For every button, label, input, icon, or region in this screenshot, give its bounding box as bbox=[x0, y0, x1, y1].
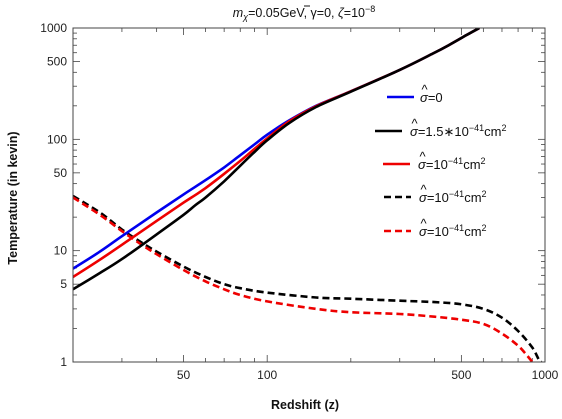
legend: σ=0^σ=1.5∗10−41cm2^σ=10−41cm2^σ=10−41cm2… bbox=[375, 82, 507, 239]
tick-labels: 50 100 500 1000 1 5 10 50 100 500 1000 bbox=[40, 21, 558, 382]
title-zeta-exponent: −8 bbox=[365, 4, 375, 14]
x-tick-label: 1000 bbox=[532, 368, 559, 382]
y-tick-label: 100 bbox=[47, 132, 67, 146]
series-line-3 bbox=[73, 28, 480, 279]
title-m-symbol: m bbox=[233, 6, 243, 20]
y-axis-title: Temperature (in kevin) bbox=[6, 131, 20, 264]
legend-hat-2: ^ bbox=[412, 116, 419, 131]
title-m-value: =0.05GeV, γ=0, bbox=[248, 6, 338, 20]
legend-label-5: σ=10−41cm2 bbox=[419, 223, 487, 239]
x-axis-title: Redshift (z) bbox=[271, 398, 339, 412]
y-tick-label: 5 bbox=[60, 277, 67, 291]
legend-hat-5: ^ bbox=[421, 216, 428, 231]
legend-label-4: σ=10−41cm2 bbox=[419, 189, 487, 205]
title-zeta-symbol: ζ bbox=[338, 6, 345, 20]
series-line-4 bbox=[73, 194, 543, 362]
legend-label-2: σ=1.5∗10−41cm2 bbox=[410, 123, 507, 139]
legend-hat-3: ^ bbox=[420, 149, 427, 164]
series-line-2 bbox=[73, 28, 480, 291]
legend-hat-1: ^ bbox=[422, 82, 429, 97]
y-tick-label: 50 bbox=[54, 166, 68, 180]
y-tick-label: 1 bbox=[60, 355, 67, 369]
title-m-subscript: χ bbox=[242, 12, 249, 22]
legend-hat-4: ^ bbox=[421, 182, 428, 197]
y-tick-label: 500 bbox=[47, 55, 67, 69]
series-lines bbox=[73, 28, 543, 362]
x-tick-label: 100 bbox=[257, 368, 277, 382]
x-tick-label: 50 bbox=[177, 368, 191, 382]
y-tick-label: 1000 bbox=[40, 21, 67, 35]
x-tick-label: 500 bbox=[451, 368, 471, 382]
plot-frame bbox=[72, 27, 546, 363]
legend-label-3: σ=10−41cm2 bbox=[418, 156, 486, 172]
title-zeta-value: =10 bbox=[344, 6, 365, 20]
legend-label-1: σ=0 bbox=[420, 90, 443, 105]
y-tick-label: 10 bbox=[54, 244, 68, 258]
chart-title: mχ=0.05GeV, γ=0, ζ=10−8 bbox=[233, 4, 376, 22]
